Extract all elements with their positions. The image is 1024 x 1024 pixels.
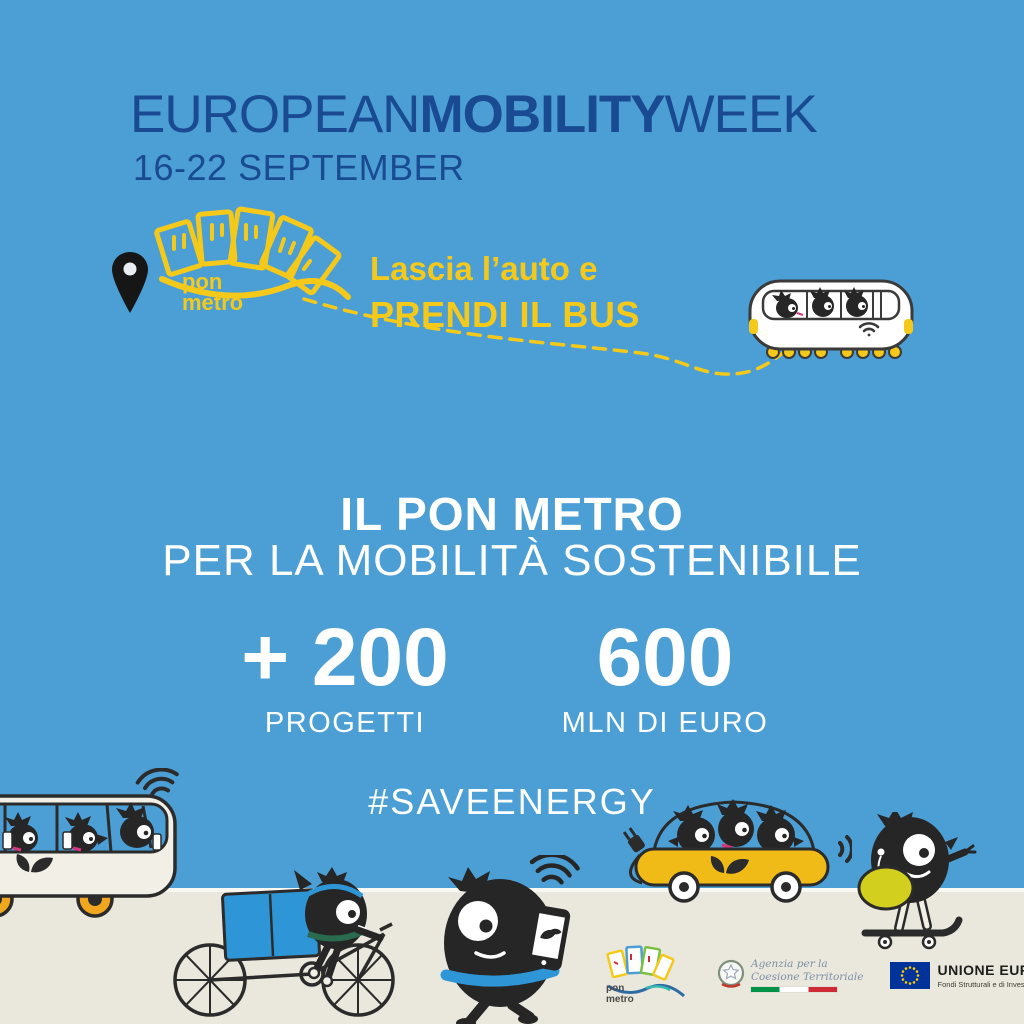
stat-value: + 200 <box>241 612 449 703</box>
badge-word-pon: pon <box>182 269 222 294</box>
stat-value: 600 <box>596 612 734 703</box>
eu-subtitle: Fondi Strutturali e di Investimento Euro… <box>937 979 1024 989</box>
badge-word-metro: metro <box>182 290 243 315</box>
wifi-icon <box>529 855 580 885</box>
title-part-mobility: MOBILITY <box>419 85 665 144</box>
wifi-icon <box>838 835 852 863</box>
cargo-bike-illustration <box>173 867 395 1017</box>
stat-label: MLN DI EURO <box>561 707 769 739</box>
tagline-line1: Lascia l’auto e <box>370 250 598 287</box>
electric-car-illustration <box>622 799 852 903</box>
hashtag: #SAVEENERGY <box>368 781 656 822</box>
skateboarder-illustration <box>857 812 977 950</box>
passenger-characters <box>668 799 804 854</box>
leaf-icon <box>16 854 53 873</box>
rider-character <box>294 867 384 988</box>
pon-metro-logo-icon: pon metro <box>606 945 685 1005</box>
passenger-characters <box>772 287 868 318</box>
stat-progetti: + 200 PROGETTI <box>225 617 465 740</box>
agenzia-coesione-logo: Agenzia per la Coesione Territoriale <box>716 957 864 993</box>
wifi-icon <box>135 768 179 796</box>
stat-label: PROGETTI <box>264 707 426 739</box>
leaf-icon <box>710 856 749 874</box>
location-pin-icon <box>112 252 148 313</box>
pon-metro-logo: pon metro <box>600 944 692 1006</box>
passenger-characters <box>2 802 162 852</box>
eu-flag-icon <box>889 961 930 989</box>
wifi-icon <box>858 322 880 337</box>
skateboard-icon <box>861 916 963 950</box>
page-title: EUROPEANMOBILITYWEEK <box>130 84 818 145</box>
agenzia-name-line1: Agenzia per la <box>751 957 828 970</box>
headline-bold: IL PON METRO <box>340 488 684 540</box>
headline-light: PER LA MOBILITÀ SOSTENIBILE <box>162 536 862 585</box>
smartphone-icon <box>526 905 571 971</box>
metro-train-illustration <box>748 279 914 359</box>
pon-metro-badge: pon metro <box>112 206 351 315</box>
italy-flag-bar <box>751 987 837 993</box>
title-part-european: EUROPEAN <box>130 85 420 144</box>
eu-logo-block: UNIONE EUROPEA Fondi Strutturali e di In… <box>889 961 1024 989</box>
dashed-route-line <box>302 297 800 376</box>
pon-metro-tickets-icon <box>154 206 351 300</box>
logo-word-metro: metro <box>606 994 634 1005</box>
character-with-phone-illustration <box>440 855 580 1024</box>
italy-emblem-icon <box>717 959 745 988</box>
footer-logos: pon metro Agenzia per la Coesione Territ… <box>600 940 1024 1010</box>
eu-name: UNIONE EUROPEA <box>937 961 1024 978</box>
logo-word-pon: pon <box>606 983 624 994</box>
tagline: Lascia l’auto e PRENDI IL BUS <box>370 247 640 338</box>
title-part-week: WEEK <box>664 85 818 144</box>
tagline-line2: PRENDI IL BUS <box>370 293 640 335</box>
stat-euro: 600 MLN DI EURO <box>545 617 785 740</box>
plug-icon <box>622 827 645 885</box>
city-bus-illustration <box>0 768 179 918</box>
agenzia-name-line2: Coesione Territoriale <box>751 971 864 983</box>
event-dates: 16-22 SEPTEMBER <box>133 147 465 188</box>
